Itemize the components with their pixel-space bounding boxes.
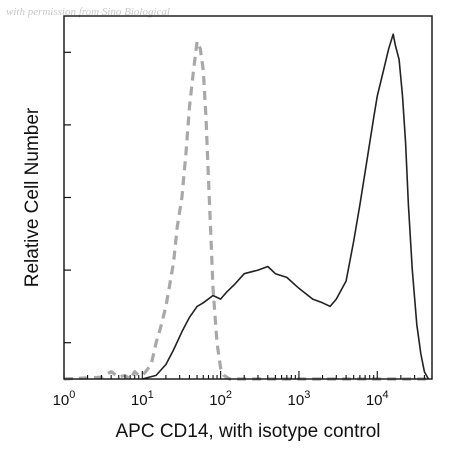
x-tick-label: 103 <box>288 389 311 409</box>
y-axis-title: Relative Cell Number <box>22 107 43 287</box>
x-ticks: 100 101 102 103 104 <box>53 371 433 409</box>
plot-frame <box>63 15 433 380</box>
y-ticks <box>64 51 71 344</box>
cd14-series <box>142 33 430 380</box>
x-tick-label: 101 <box>131 389 154 409</box>
x-tick-label: 100 <box>53 389 76 409</box>
x-tick-label: 104 <box>366 389 389 409</box>
isotype-control-series <box>63 39 432 381</box>
x-tick-label: 102 <box>209 389 232 409</box>
x-axis-title: APC CD14, with isotype control <box>115 421 380 442</box>
series-layer <box>63 33 432 381</box>
watermark: with permission from Sino Biological <box>6 6 170 18</box>
